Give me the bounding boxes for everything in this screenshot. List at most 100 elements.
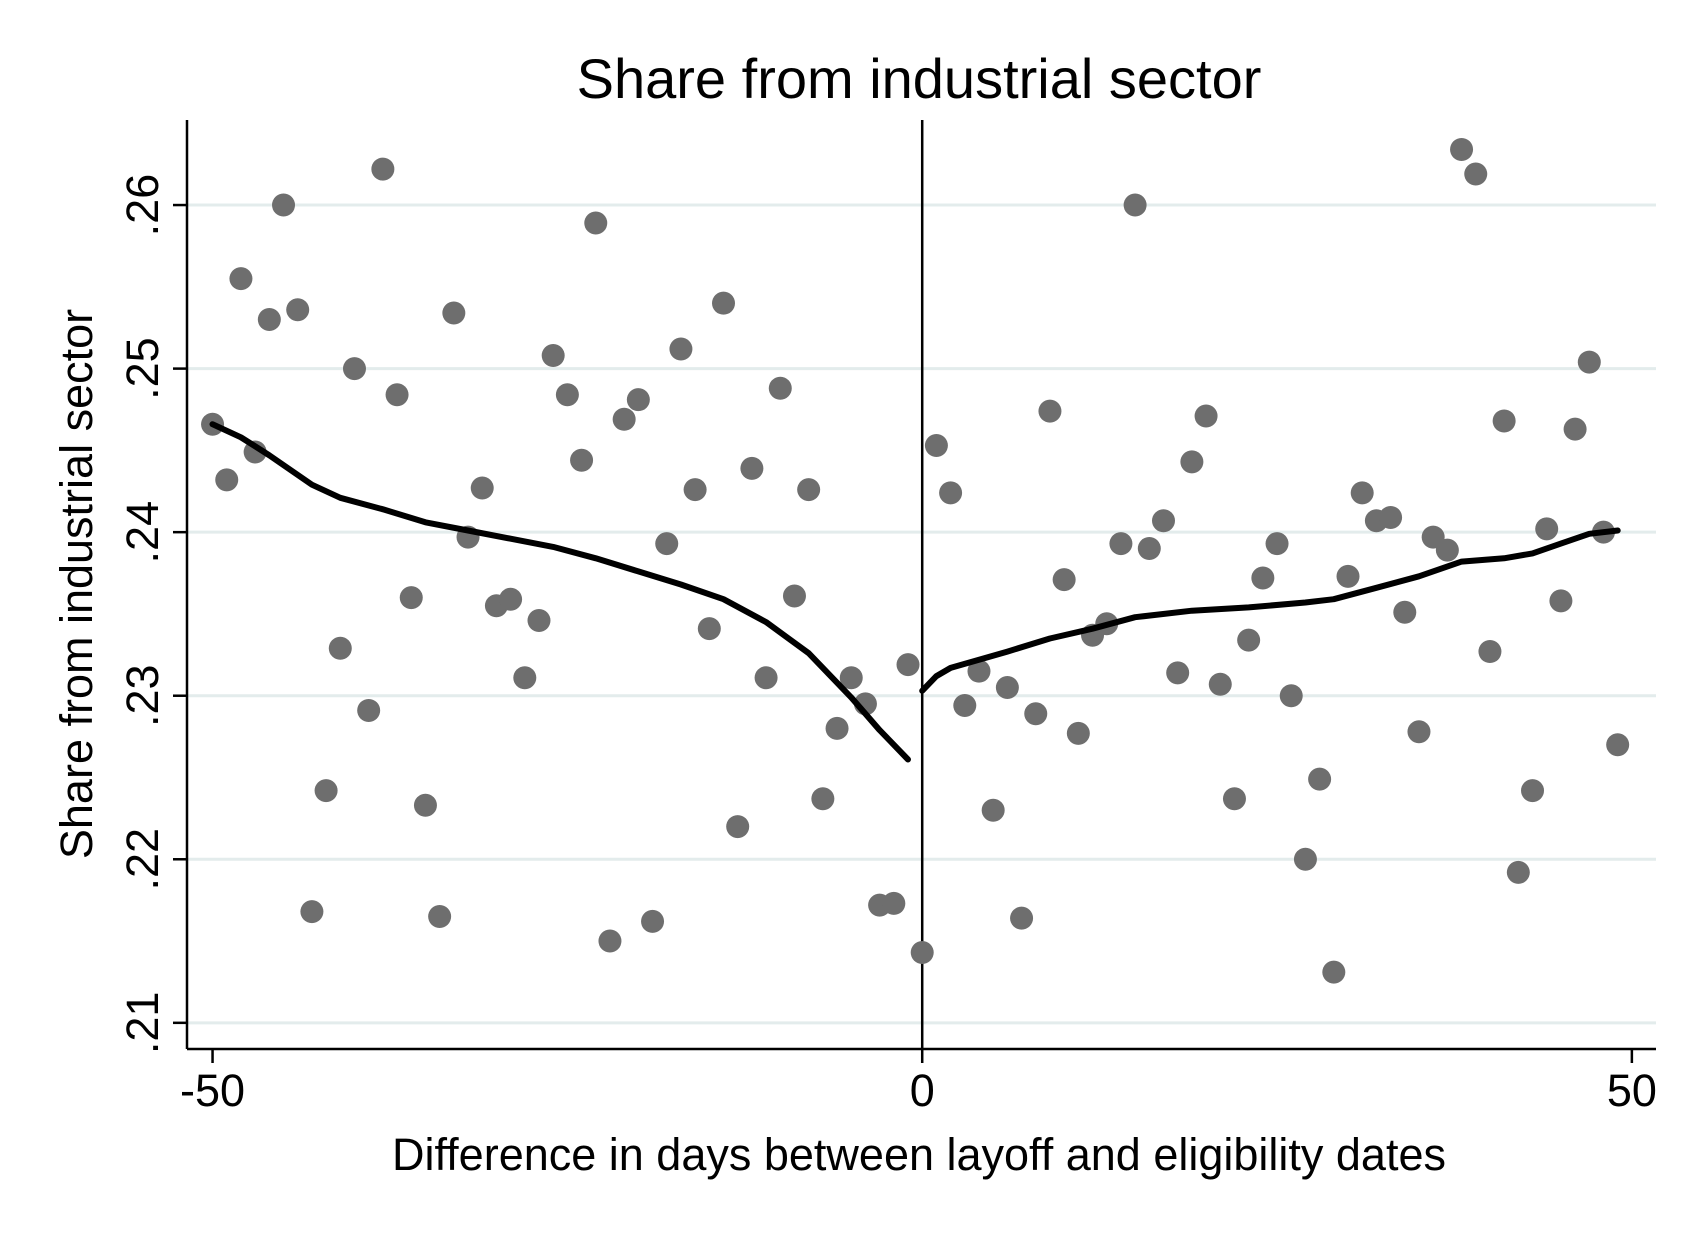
data-point bbox=[825, 716, 849, 740]
data-point bbox=[541, 344, 565, 368]
data-point bbox=[1450, 137, 1474, 161]
data-point bbox=[428, 905, 452, 929]
fit-line-left bbox=[209, 421, 911, 763]
y-tick-label: .24 bbox=[117, 501, 168, 564]
data-point bbox=[1038, 399, 1062, 423]
data-point bbox=[1180, 450, 1204, 474]
data-point bbox=[981, 798, 1005, 822]
data-point bbox=[1194, 404, 1218, 428]
data-point bbox=[300, 900, 324, 924]
x-tick-label: -50 bbox=[180, 1065, 245, 1116]
data-point bbox=[371, 157, 395, 181]
data-point bbox=[839, 666, 863, 690]
data-point bbox=[243, 440, 267, 464]
fit-lines bbox=[209, 421, 1621, 763]
data-point bbox=[1052, 568, 1076, 592]
data-point bbox=[655, 532, 679, 556]
data-point bbox=[413, 793, 437, 817]
x-tick-label: 50 bbox=[1607, 1065, 1657, 1116]
data-point bbox=[257, 308, 281, 332]
data-point bbox=[1549, 589, 1573, 613]
data-point bbox=[513, 666, 537, 690]
y-tick-label: .25 bbox=[117, 337, 168, 400]
data-point bbox=[626, 388, 650, 412]
data-point bbox=[1208, 672, 1232, 696]
data-point bbox=[1308, 767, 1332, 791]
data-point bbox=[1024, 702, 1048, 726]
data-point bbox=[342, 357, 366, 381]
data-point bbox=[1010, 906, 1034, 930]
data-point bbox=[939, 481, 963, 505]
data-point bbox=[953, 694, 977, 718]
data-point bbox=[1137, 537, 1161, 561]
data-point bbox=[995, 676, 1019, 700]
y-tick-label: .26 bbox=[117, 174, 168, 237]
data-point bbox=[229, 267, 253, 291]
data-point bbox=[811, 787, 835, 811]
data-point bbox=[924, 433, 948, 457]
data-point bbox=[669, 337, 693, 361]
data-point bbox=[1237, 628, 1261, 652]
data-point bbox=[683, 478, 707, 502]
data-point bbox=[1535, 517, 1559, 541]
fit-line-right bbox=[919, 527, 1621, 694]
data-point bbox=[1222, 787, 1246, 811]
data-point bbox=[1322, 960, 1346, 984]
x-tick-label: 0 bbox=[910, 1065, 935, 1116]
data-point bbox=[1492, 409, 1516, 433]
data-point bbox=[215, 468, 239, 492]
data-point bbox=[967, 659, 991, 683]
data-point bbox=[740, 456, 764, 480]
data-point bbox=[1151, 509, 1175, 533]
data-point bbox=[1251, 566, 1275, 590]
data-point bbox=[1336, 564, 1360, 588]
data-point bbox=[712, 291, 736, 315]
data-point bbox=[1478, 640, 1502, 664]
data-point bbox=[1563, 417, 1587, 441]
data-point bbox=[612, 407, 636, 431]
data-point bbox=[1109, 532, 1133, 556]
data-point bbox=[1464, 162, 1488, 186]
data-point bbox=[286, 298, 310, 322]
data-point bbox=[470, 476, 494, 500]
data-point bbox=[1393, 600, 1417, 624]
tick-labels: .21 .22 .23 .24 .25 .26 -50 0 50 bbox=[117, 174, 1657, 1116]
data-point bbox=[598, 929, 622, 953]
data-point bbox=[697, 617, 721, 641]
y-tick-label: .22 bbox=[117, 828, 168, 891]
data-point bbox=[1577, 350, 1601, 374]
chart-title: Share from industrial sector bbox=[577, 47, 1262, 110]
data-point bbox=[555, 383, 579, 407]
data-point bbox=[385, 383, 409, 407]
data-point bbox=[882, 891, 906, 915]
data-point bbox=[1506, 860, 1530, 884]
data-point bbox=[754, 666, 778, 690]
data-point bbox=[272, 193, 296, 217]
data-point bbox=[768, 376, 792, 400]
data-point bbox=[570, 448, 594, 472]
data-point bbox=[910, 941, 934, 965]
data-point bbox=[1435, 538, 1459, 562]
data-point bbox=[1279, 684, 1303, 708]
data-point bbox=[1350, 481, 1374, 505]
data-point bbox=[1606, 733, 1630, 757]
data-point bbox=[357, 698, 381, 722]
scatter-points bbox=[201, 137, 1630, 984]
y-tick-label: .21 bbox=[117, 992, 168, 1055]
data-point bbox=[641, 909, 665, 933]
data-point bbox=[584, 211, 608, 235]
data-point bbox=[1293, 847, 1317, 871]
data-point bbox=[1379, 505, 1403, 529]
data-point bbox=[726, 815, 750, 839]
data-point bbox=[797, 478, 821, 502]
data-point bbox=[1265, 532, 1289, 556]
data-point bbox=[1123, 193, 1147, 217]
data-point bbox=[1066, 721, 1090, 745]
x-axis-label: Difference in days between layoff and el… bbox=[392, 1129, 1446, 1180]
data-point bbox=[499, 587, 523, 611]
data-point bbox=[527, 608, 551, 632]
data-point bbox=[442, 301, 466, 325]
data-point bbox=[314, 779, 338, 803]
